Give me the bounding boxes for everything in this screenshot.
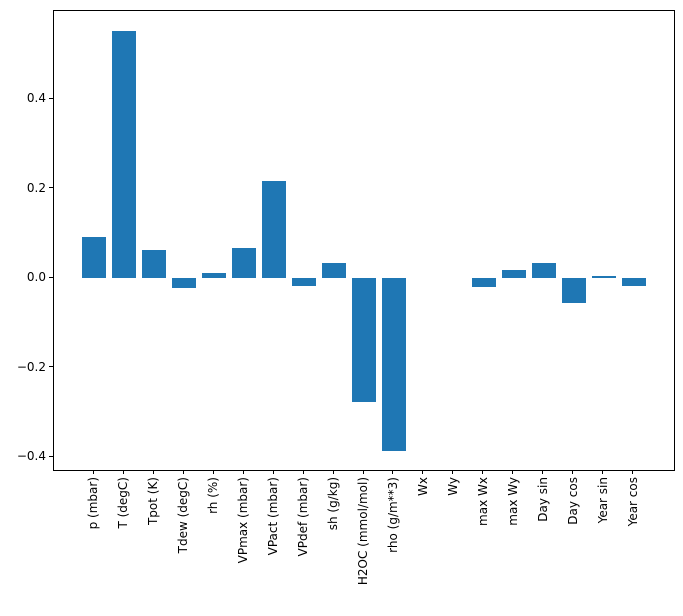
x-axis-tick	[482, 470, 484, 474]
bar-rho-g-m-3	[381, 278, 406, 451]
bar-year-sin	[591, 276, 616, 279]
bar-max-wx	[471, 278, 496, 288]
bar-tpot-k	[142, 249, 167, 279]
x-axis-tick	[392, 470, 394, 474]
x-axis-tick-label-vpdef-mbar: VPdef (mbar)	[296, 477, 311, 557]
x-axis-tick-label-day-cos: Day cos	[565, 477, 580, 525]
y-axis-tick	[49, 97, 53, 99]
bar-t-degc	[112, 30, 137, 279]
x-axis-tick-label-max-wx: max Wx	[475, 477, 490, 526]
x-axis-tick-label-p-mbar: p (mbar)	[86, 477, 101, 530]
y-axis-tick	[49, 366, 53, 368]
bar-max-wy	[501, 270, 526, 279]
x-axis-tick	[332, 470, 334, 474]
x-axis-tick	[242, 470, 244, 474]
x-axis-tick	[632, 470, 634, 474]
x-axis-tick-label-wx: Wx	[415, 477, 430, 496]
x-axis-tick-label-rho-g-m-3: rho (g/m**3)	[385, 477, 400, 553]
x-axis-tick-label-wy: Wy	[445, 477, 460, 496]
y-axis-tick-label: −0.4	[16, 449, 46, 464]
x-axis-tick-label-tpot-k: Tpot (K)	[146, 477, 161, 526]
y-axis-tick-label: 0.2	[26, 180, 46, 195]
bar-vpact-mbar	[262, 180, 287, 279]
x-axis-tick	[272, 470, 274, 474]
bar-rh	[202, 272, 227, 279]
x-axis-tick-label-sh-g-kg: sh (g/kg)	[326, 477, 341, 531]
x-axis-tick-label-max-wy: max Wy	[505, 477, 520, 526]
x-axis-tick	[212, 470, 214, 474]
plot-area	[53, 10, 675, 471]
y-axis-tick	[49, 187, 53, 189]
bar-tdew-degc	[172, 278, 197, 288]
bar-day-cos	[561, 278, 586, 303]
bar-year-cos	[621, 278, 646, 287]
y-axis-tick	[49, 276, 53, 278]
bar-vpdef-mbar	[292, 278, 317, 287]
y-axis-tick-label: 0.0	[26, 270, 46, 285]
bar-p-mbar	[82, 236, 107, 279]
x-axis-tick	[452, 470, 454, 474]
bar-sh-g-kg	[322, 263, 346, 279]
x-axis-tick	[152, 470, 154, 474]
x-axis-tick-label-t-degc: T (degC)	[116, 477, 131, 529]
x-axis-tick-label-h2oc-mmol-mol: H2OC (mmol/mol)	[356, 477, 370, 586]
x-axis-tick	[92, 470, 94, 474]
x-axis-tick	[422, 470, 424, 474]
x-axis-tick	[602, 470, 604, 474]
bar-vpmax-mbar	[232, 248, 257, 279]
x-axis-tick-label-tdew-degc: Tdew (degC)	[176, 477, 191, 554]
x-axis-tick	[512, 470, 514, 474]
x-axis-tick-label-year-cos: Year cos	[625, 477, 640, 527]
y-axis-tick-label: −0.2	[16, 359, 46, 374]
x-axis-tick	[122, 470, 124, 474]
x-axis-tick	[572, 470, 574, 474]
x-axis-tick	[182, 470, 184, 474]
y-axis-tick	[49, 455, 53, 457]
y-axis-tick-label: 0.4	[26, 91, 46, 106]
x-axis-tick-label-day-sin: Day sin	[535, 477, 550, 522]
x-axis-tick	[362, 470, 364, 474]
bar-day-sin	[531, 262, 556, 279]
x-axis-tick-label-vpmax-mbar: VPmax (mbar)	[236, 477, 251, 564]
x-axis-tick	[302, 470, 304, 474]
bar-h2oc-mmol-mol	[352, 278, 376, 402]
x-axis-tick-label-year-sin: Year sin	[595, 477, 610, 524]
x-axis-tick-label-rh: rh (%)	[206, 477, 221, 514]
x-axis-tick-label-vpact-mbar: VPact (mbar)	[266, 477, 281, 556]
x-axis-tick	[542, 470, 544, 474]
